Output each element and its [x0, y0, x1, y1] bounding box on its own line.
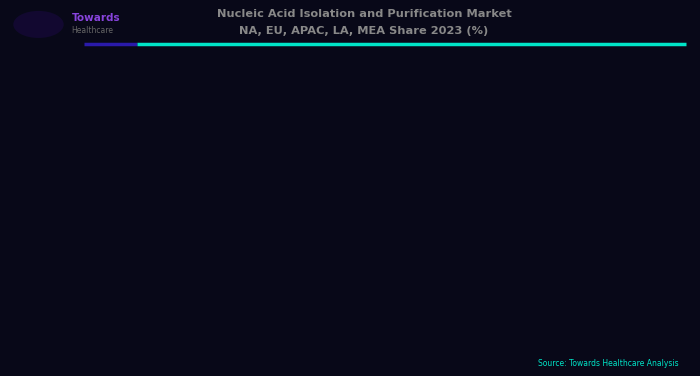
Text: Source: Towards Healthcare Analysis: Source: Towards Healthcare Analysis — [538, 359, 679, 368]
Text: NA, EU, APAC, LA, MEA Share 2023 (%): NA, EU, APAC, LA, MEA Share 2023 (%) — [239, 26, 489, 36]
Circle shape — [13, 11, 64, 38]
Text: Healthcare: Healthcare — [71, 26, 113, 35]
Text: Nucleic Acid Isolation and Purification Market: Nucleic Acid Isolation and Purification … — [216, 9, 512, 20]
Text: Towards: Towards — [71, 13, 120, 23]
